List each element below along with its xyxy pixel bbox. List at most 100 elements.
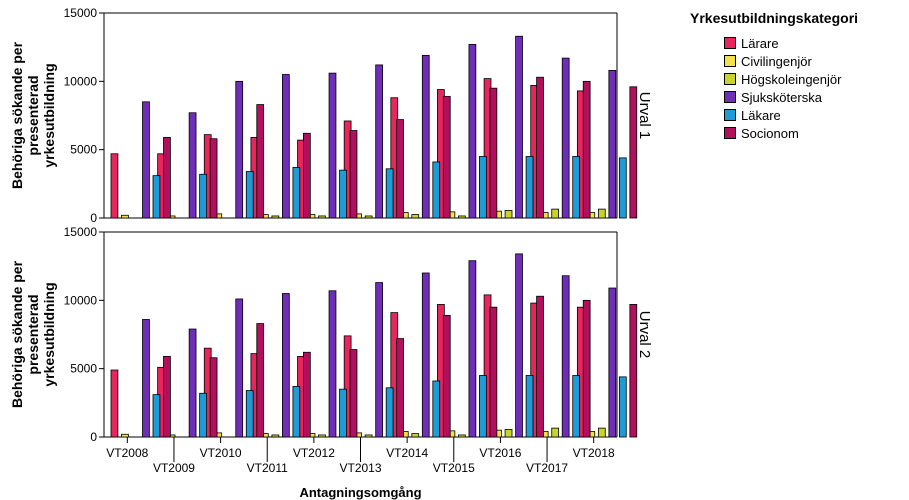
x-tick-label: VT2009 <box>153 461 195 475</box>
y-tick-label: 10000 <box>64 293 98 307</box>
y-axis-title-line: presenterad <box>25 75 41 155</box>
bar-Sjuksköterska <box>375 282 383 438</box>
legend-item: Sjuksköterska <box>690 88 858 106</box>
bar-Sjuksköterska <box>421 272 430 438</box>
bar-Läkare <box>152 394 161 438</box>
panel-label: Urval 1 <box>636 92 653 140</box>
y-tick-label: 0 <box>90 211 97 225</box>
bar-Läkare <box>292 167 301 219</box>
bar-Socionom <box>349 349 358 438</box>
bar-Läkare <box>572 156 581 219</box>
legend-label: Sjuksköterska <box>741 89 822 105</box>
legend-label: Läkare <box>741 107 781 123</box>
bar-Sjuksköterska <box>515 35 523 219</box>
x-tick-label: VT2012 <box>293 446 335 460</box>
legend-swatch <box>724 73 736 85</box>
bar-Högskoleingenjör <box>458 434 466 438</box>
bar-Socionom <box>629 86 638 219</box>
bar-Högskoleingenjör <box>504 210 513 219</box>
bar-Socionom <box>209 138 218 219</box>
bar-Sjuksköterska <box>142 319 150 438</box>
bar-Läkare <box>479 156 487 219</box>
bar-Läkare <box>199 392 207 438</box>
legend-title: Yrkesutbildningskategori <box>690 10 859 26</box>
bar-Sjuksköterska <box>328 72 337 219</box>
panel-2: 0 5000 10000 15000 Behöriga sökande perprese… <box>9 225 653 444</box>
y-tick-label: 15000 <box>64 225 98 239</box>
bar-Socionom <box>442 314 451 438</box>
bar-Sjuksköterska <box>142 101 150 219</box>
bar-Sjuksköterska <box>235 80 244 219</box>
bar-Läkare <box>245 390 254 438</box>
bar-Socionom <box>163 136 171 219</box>
bar-Läkare <box>618 376 627 438</box>
bar-Socionom <box>489 87 498 219</box>
legend-item: Läkare <box>690 106 858 124</box>
panel-label: Urval 2 <box>636 311 653 359</box>
legend-label: Högskoleingenjör <box>741 71 842 87</box>
x-tick-label: VT2011 <box>247 461 288 475</box>
bar-Högskoleingenjör <box>597 427 606 438</box>
y-axis-title-line: presenterad <box>25 294 41 374</box>
bar-Sjuksköterska <box>561 57 570 219</box>
bar-Sjuksköterska <box>468 44 477 219</box>
legend-swatch <box>724 55 736 67</box>
legend-item: Högskoleingenjör <box>690 70 858 88</box>
y-axis-title: Behöriga sökande perpresenteradyrkesutbi… <box>9 260 57 408</box>
bar-Läkare <box>385 387 394 438</box>
legend-label: Socionom <box>741 125 799 141</box>
bar-Socionom <box>489 306 498 438</box>
bar-Läkare <box>432 161 441 219</box>
bar-Sjuksköterska <box>468 260 477 438</box>
y-tick-label: 0 <box>90 430 97 444</box>
bar-Socionom <box>303 132 311 219</box>
bar-Socionom <box>256 323 265 438</box>
bar-Socionom <box>396 119 404 219</box>
x-tick-label: VT2013 <box>339 461 381 475</box>
bar-Läkare <box>292 386 301 438</box>
y-axis-title-line: yrkesutbildning <box>41 282 57 386</box>
bar-Sjuksköterska <box>608 287 617 438</box>
legend: Yrkesutbildningskategori Lärare Civilinge… <box>690 10 858 142</box>
bar-Civilingenjör <box>121 433 129 438</box>
legend-swatch <box>724 37 736 49</box>
bar-Sjuksköterska <box>188 328 197 438</box>
bar-Läkare <box>385 168 394 219</box>
bar-Socionom <box>303 351 311 438</box>
bar-Högskoleingenjör <box>458 215 466 219</box>
bar-Socionom <box>629 304 638 438</box>
bar-Läkare <box>525 156 534 219</box>
bar-Högskoleingenjör <box>551 427 560 438</box>
y-tick-label: 15000 <box>64 6 98 20</box>
bar-Socionom <box>536 295 544 438</box>
y-axis-title: Behöriga sökande perpresenteradyrkesutbi… <box>9 41 57 189</box>
bar-Socionom <box>582 299 591 438</box>
legend-label: Lärare <box>741 35 779 51</box>
bar-Läkare <box>199 173 207 219</box>
bar-Sjuksköterska <box>282 293 290 438</box>
bar-Socionom <box>163 355 171 438</box>
panel-1: 0 5000 10000 15000 Behöriga sökande perprese… <box>9 6 653 225</box>
bar-Högskoleingenjör <box>364 215 373 219</box>
bar-Högskoleingenjör <box>271 434 280 438</box>
bar-Läkare <box>339 169 347 219</box>
bar-Lärare <box>110 153 119 219</box>
legend-swatch <box>724 91 736 103</box>
bar-Sjuksköterska <box>608 70 617 219</box>
legend-swatch <box>724 109 736 121</box>
x-tick-label: VT2018 <box>573 446 615 460</box>
bar-Högskoleingenjör <box>597 208 606 219</box>
bar-Sjuksköterska <box>375 64 383 219</box>
bar-Högskoleingenjör <box>504 429 513 438</box>
bar-Läkare <box>525 375 534 438</box>
bar-Läkare <box>339 388 347 438</box>
bar-Socionom <box>536 76 544 219</box>
x-tick-label: VT2015 <box>433 461 475 475</box>
bar-Socionom <box>442 95 451 219</box>
legend-swatch <box>724 127 736 139</box>
bar-Läkare <box>618 157 627 219</box>
x-tick-label: VT2008 <box>106 446 148 460</box>
y-axis-title-line: yrkesutbildning <box>41 63 57 167</box>
bar-Sjuksköterska <box>282 74 290 219</box>
